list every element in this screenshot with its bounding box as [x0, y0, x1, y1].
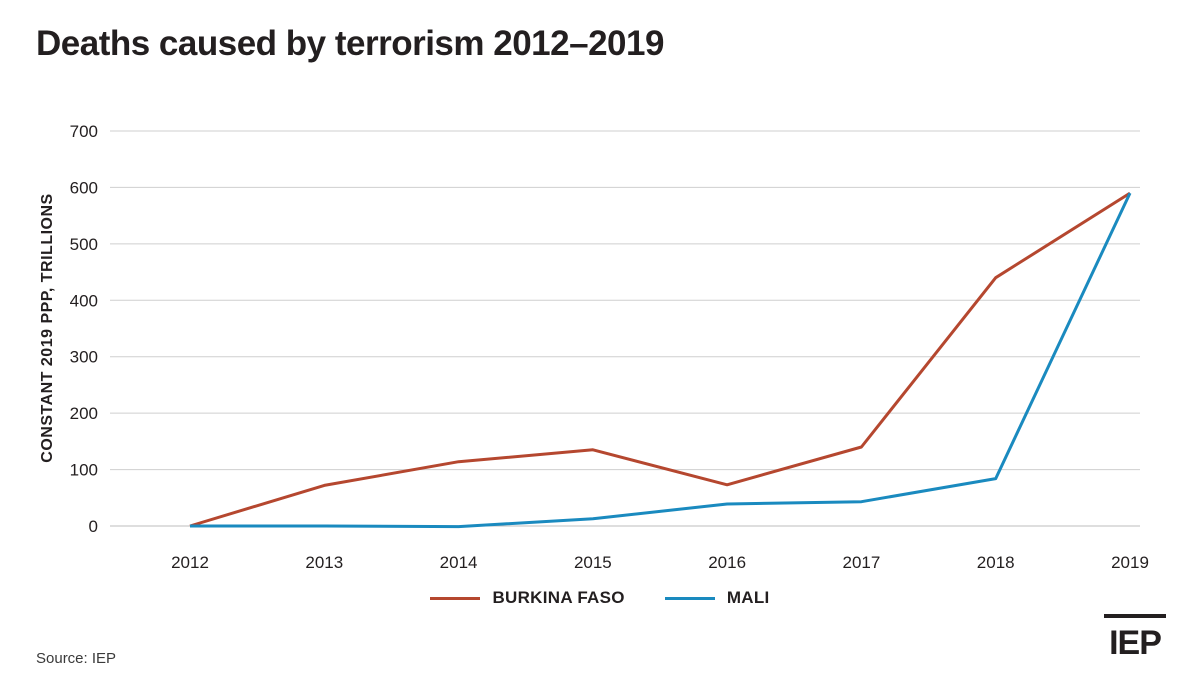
y-tick-label: 200 [70, 404, 98, 423]
x-tick-label: 2018 [977, 553, 1015, 572]
y-tick-label: 400 [70, 291, 98, 310]
legend-label-mali: MALI [726, 588, 770, 607]
y-tick-label: 600 [70, 178, 98, 197]
x-tick-label: 2016 [708, 553, 746, 572]
y-tick-labels: 0 100 200 300 400 500 600 700 [70, 122, 98, 536]
legend-item-mali: MALI [664, 588, 770, 608]
legend-swatch-burkina-faso [430, 596, 481, 600]
x-tick-label: 2019 [1111, 553, 1149, 572]
y-axis-title: CONSTANT 2019 PPP, TRILLIONS [39, 193, 56, 462]
series-line-mali [190, 192, 1132, 529]
legend: BURKINA FASO MALI [0, 588, 1200, 608]
chart-title: Deaths caused by terrorism 2012–2019 [36, 24, 664, 63]
legend-swatch-mali [664, 596, 715, 600]
legend-label-burkina-faso: BURKINA FASO [492, 588, 625, 607]
series-lines [189, 191, 1132, 529]
x-tick-label: 2017 [843, 553, 881, 572]
y-tick-label: 500 [70, 235, 98, 254]
y-tick-label: 300 [70, 348, 98, 367]
legend-item-burkina-faso: BURKINA FASO [430, 588, 625, 608]
iep-logo-text: IEP [1109, 624, 1162, 662]
x-tick-label: 2013 [305, 553, 343, 572]
x-tick-labels: 2012 2013 2014 2015 2016 2017 2018 2019 [171, 553, 1149, 572]
source-note: Source: IEP [36, 650, 117, 667]
x-tick-label: 2014 [440, 553, 478, 572]
y-tick-label: 700 [70, 122, 98, 141]
series-line-burkina-faso [189, 191, 1131, 528]
x-tick-label: 2012 [171, 553, 209, 572]
y-tick-label: 0 [89, 517, 98, 536]
y-tick-label: 100 [70, 461, 98, 480]
grid-lines [110, 130, 1140, 527]
iep-logo: IEP [1104, 614, 1166, 668]
x-tick-label: 2015 [574, 553, 612, 572]
